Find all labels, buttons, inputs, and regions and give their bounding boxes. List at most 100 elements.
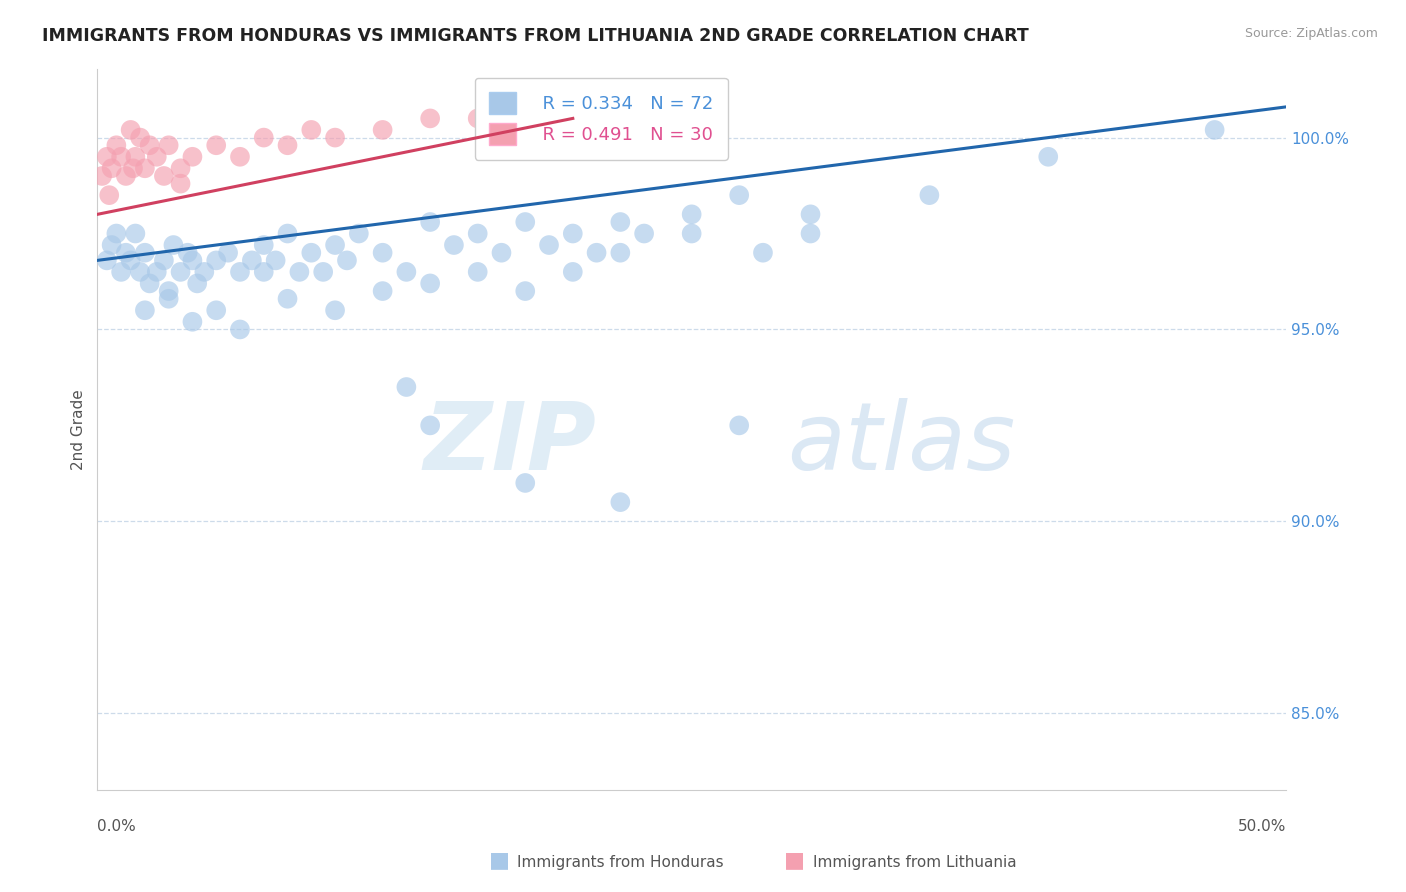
Point xyxy=(129,265,152,279)
Point xyxy=(240,253,263,268)
Point xyxy=(157,284,180,298)
Text: 50.0%: 50.0% xyxy=(1237,819,1286,834)
Point xyxy=(799,227,821,241)
Point xyxy=(120,123,142,137)
Point xyxy=(371,284,394,298)
Point xyxy=(561,227,583,241)
Point xyxy=(299,245,322,260)
Point xyxy=(100,238,122,252)
Point xyxy=(98,188,121,202)
Point xyxy=(561,112,583,126)
Point xyxy=(752,245,775,260)
Point xyxy=(443,238,465,252)
Point xyxy=(681,227,703,241)
Text: Source: ZipAtlas.com: Source: ZipAtlas.com xyxy=(1244,27,1378,40)
Point xyxy=(1204,123,1226,137)
Point xyxy=(515,475,537,490)
Point xyxy=(181,253,204,268)
Point xyxy=(115,169,138,183)
Point xyxy=(146,265,169,279)
Point xyxy=(609,495,631,509)
Point xyxy=(91,169,114,183)
Point xyxy=(253,265,276,279)
Text: ■: ■ xyxy=(785,850,804,870)
Legend:   R = 0.334   N = 72,   R = 0.491   N = 30: R = 0.334 N = 72, R = 0.491 N = 30 xyxy=(475,78,727,160)
Point xyxy=(110,265,132,279)
Point xyxy=(419,215,441,229)
Text: 0.0%: 0.0% xyxy=(97,819,136,834)
Point xyxy=(100,161,122,176)
Point xyxy=(186,277,208,291)
Point xyxy=(115,245,138,260)
Point xyxy=(105,138,128,153)
Point xyxy=(336,253,359,268)
Point xyxy=(371,123,394,137)
Text: IMMIGRANTS FROM HONDURAS VS IMMIGRANTS FROM LITHUANIA 2ND GRADE CORRELATION CHAR: IMMIGRANTS FROM HONDURAS VS IMMIGRANTS F… xyxy=(42,27,1029,45)
Point xyxy=(205,138,228,153)
Point xyxy=(181,315,204,329)
Point xyxy=(728,418,751,433)
Point xyxy=(347,227,370,241)
Point xyxy=(253,238,276,252)
Point xyxy=(537,238,560,252)
Point xyxy=(728,188,751,202)
Point xyxy=(134,303,156,318)
Point xyxy=(681,207,703,221)
Point xyxy=(277,292,299,306)
Point xyxy=(395,380,418,394)
Point xyxy=(561,265,583,279)
Point xyxy=(110,150,132,164)
Text: atlas: atlas xyxy=(787,398,1015,489)
Point xyxy=(467,112,489,126)
Point xyxy=(467,227,489,241)
Point xyxy=(138,277,160,291)
Point xyxy=(371,245,394,260)
Point xyxy=(1038,150,1060,164)
Point xyxy=(169,177,191,191)
Point xyxy=(323,303,346,318)
Point xyxy=(277,138,299,153)
Point xyxy=(169,265,191,279)
Point xyxy=(491,245,513,260)
Point xyxy=(162,238,184,252)
Point xyxy=(134,161,156,176)
Point xyxy=(105,227,128,241)
Point xyxy=(918,188,941,202)
Point xyxy=(153,169,176,183)
Point xyxy=(299,123,322,137)
Point xyxy=(515,123,537,137)
Point xyxy=(138,138,160,153)
Point xyxy=(419,418,441,433)
Point xyxy=(264,253,287,268)
Point xyxy=(229,150,252,164)
Point xyxy=(120,253,142,268)
Text: Immigrants from Honduras: Immigrants from Honduras xyxy=(517,855,724,870)
Point xyxy=(134,245,156,260)
Text: ■: ■ xyxy=(489,850,509,870)
Point xyxy=(217,245,239,260)
Point xyxy=(609,215,631,229)
Point xyxy=(515,284,537,298)
Point xyxy=(205,253,228,268)
Point xyxy=(253,130,276,145)
Point xyxy=(585,245,607,260)
Text: ZIP: ZIP xyxy=(423,398,596,490)
Point xyxy=(277,227,299,241)
Point xyxy=(157,138,180,153)
Point xyxy=(153,253,176,268)
Point xyxy=(515,215,537,229)
Point xyxy=(312,265,335,279)
Point xyxy=(288,265,311,279)
Point xyxy=(157,292,180,306)
Point xyxy=(176,245,198,260)
Point xyxy=(467,265,489,279)
Point xyxy=(395,265,418,279)
Point xyxy=(124,227,146,241)
Point xyxy=(419,277,441,291)
Point xyxy=(122,161,145,176)
Point xyxy=(229,322,252,336)
Point xyxy=(205,303,228,318)
Point xyxy=(181,150,204,164)
Point xyxy=(124,150,146,164)
Y-axis label: 2nd Grade: 2nd Grade xyxy=(72,389,86,469)
